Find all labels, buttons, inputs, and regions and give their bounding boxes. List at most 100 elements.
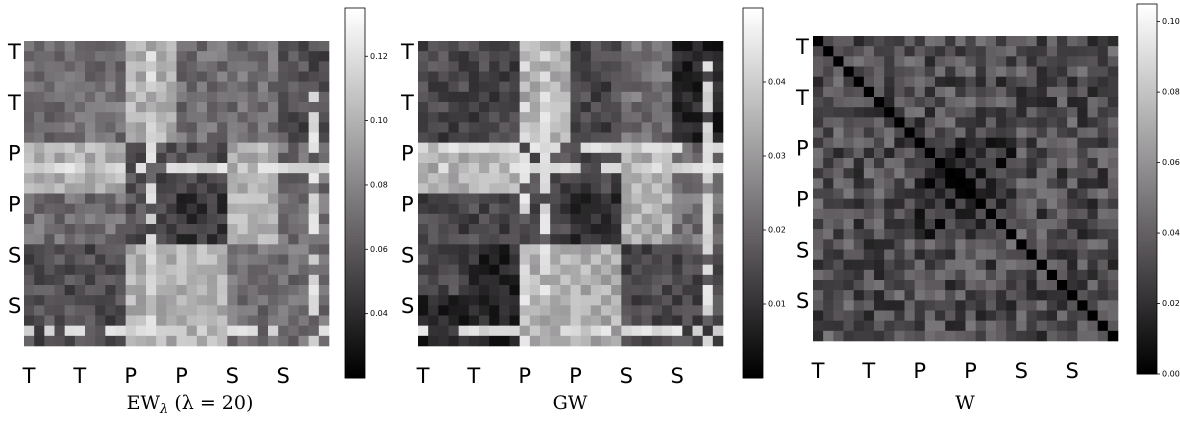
heatmap-cell [428,203,439,215]
heatmap-cell [560,274,571,286]
heatmap-cell [692,325,703,337]
colorbar-step [1137,272,1157,276]
heatmap-cell [590,193,602,204]
heatmap-cell [95,254,106,265]
heatmap-cell [1057,137,1068,149]
heatmap-cell [955,178,966,189]
heatmap-cell [945,107,956,118]
heatmap-cell [298,102,309,113]
heatmap-cell [1016,290,1027,301]
heatmap-cell [95,315,106,326]
heatmap-cell [843,137,854,149]
heatmap-cell [1077,330,1088,342]
heatmap-cell [662,163,673,174]
heatmap-cell [207,173,218,184]
heatmap-cell [207,295,218,306]
colorbar-step [345,196,365,200]
heatmap-cell [196,132,208,143]
heatmap-cell [975,158,987,169]
colorbar-step [1137,312,1157,316]
heatmap-cell [975,290,987,301]
heatmap-cell [318,305,330,316]
heatmap-cell [813,36,824,47]
colorbar-step [345,220,365,225]
heatmap-cell [186,51,198,62]
heatmap-cell [308,264,320,276]
heatmap-cell [874,320,885,332]
colorbar-step [345,152,365,157]
heatmap-cell [955,269,966,281]
colorbar-step [743,88,763,92]
heatmap-cell [176,102,187,113]
heatmap-cell [550,122,561,133]
heatmap-cell [499,41,510,52]
heatmap-cell [308,224,320,235]
heatmap-cell [458,71,470,82]
heatmap-cell [125,254,137,265]
heatmap-cell [468,173,480,184]
heatmap-cell [509,163,520,174]
colorbar-step [345,94,365,98]
heatmap-cell [1067,76,1078,88]
heatmap-cell [863,239,875,250]
heatmap-cell [509,213,520,225]
heatmap-cell [823,208,834,220]
heatmap-cell [601,234,612,245]
heatmap-cell [1067,320,1078,332]
heatmap-cell [308,81,320,93]
colorbar-step [345,97,365,101]
heatmap-cell [489,142,500,154]
heatmap-cell [904,310,915,321]
heatmap-cell [641,335,653,347]
heatmap-cell [1067,97,1078,108]
heatmap-cell [924,249,936,260]
heatmap-cell [458,132,470,143]
heatmap-cell [853,219,865,230]
heatmap-cell [965,76,976,88]
heatmap-cell [590,112,602,123]
heatmap-cell [288,234,299,245]
heatmap-cell [965,208,976,220]
heatmap-cell [428,234,439,245]
heatmap-cell [298,203,309,215]
heatmap-cell [955,300,966,311]
heatmap-cell [914,290,926,301]
heatmap-cell [418,244,429,255]
heatmap-cell [1097,97,1109,108]
heatmap-cell [1026,198,1037,210]
heatmap-cell [672,142,683,154]
heatmap-cell [924,36,936,47]
heatmap-cell [833,117,844,128]
colorbar-step [743,106,763,111]
heatmap-cell [468,102,480,113]
heatmap-cell [560,102,571,113]
heatmap-cell [712,51,724,62]
heatmap-cell [105,152,116,164]
heatmap-cell [227,315,238,326]
heatmap-cell [268,213,279,225]
colorbar-step [1137,195,1157,199]
colorbar-step [1137,290,1157,295]
heatmap-cell [833,219,844,230]
heatmap-cell [509,183,520,194]
colorbar-step [1137,364,1157,369]
heatmap-cell [176,224,187,235]
heatmap-cell [318,163,330,174]
heatmap-cell [884,229,895,240]
x-tick-label: S [277,364,290,388]
heatmap-cell [448,142,459,154]
heatmap-cell [651,234,663,245]
heatmap-cell [257,193,269,204]
heatmap-cell [843,198,854,210]
heatmap-cell [651,193,663,204]
heatmap-cell [479,193,490,204]
heatmap-cell [1077,310,1088,321]
heatmap-cell [509,254,520,265]
heatmap-cell [448,122,459,133]
heatmap-cell [34,91,45,103]
heatmap-cell [24,51,35,62]
heatmap-cell [529,295,541,306]
heatmap-cell [570,285,581,296]
heatmap-cell [621,152,632,164]
heatmap-cell [823,86,834,98]
